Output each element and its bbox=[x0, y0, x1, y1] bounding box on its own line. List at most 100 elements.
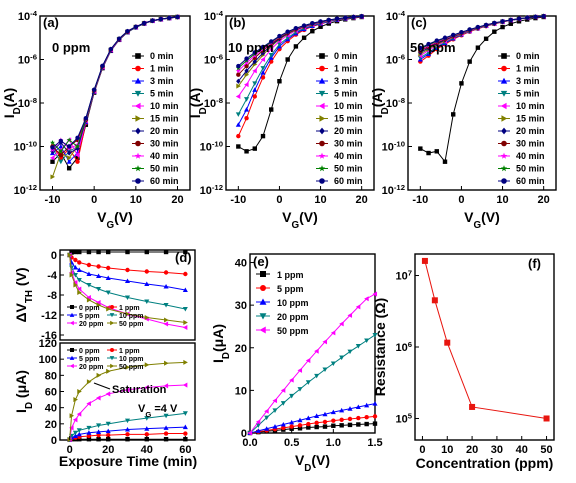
panel-b-legend-marker-8 bbox=[318, 152, 326, 159]
panel-c-ylabel: ID(A) bbox=[369, 88, 391, 118]
panel-d-bottom-point-5-9 bbox=[164, 360, 169, 366]
panel-b-ytick-label-3: 10-6 bbox=[204, 52, 223, 67]
panel-e-point-4-4 bbox=[280, 387, 286, 393]
panel-a-xtick-label-1: 0 bbox=[91, 194, 97, 206]
panel-d-top-legend-marker-4 bbox=[69, 320, 74, 326]
panel-e-plot-frame bbox=[249, 253, 376, 434]
panel-d-top-legend-label-2: 5 ppm bbox=[79, 313, 100, 320]
panel-a-point-10-4 bbox=[83, 116, 89, 121]
panel-d-top-point-5-7 bbox=[125, 311, 131, 317]
panel-a-point-10-8 bbox=[116, 36, 122, 41]
panel-b-xtick-label-0: -10 bbox=[230, 194, 246, 206]
panel-e-point-3-12 bbox=[347, 349, 353, 355]
panel-a-xtick-label-0: -10 bbox=[45, 194, 61, 206]
panel-a-point-4-3 bbox=[74, 152, 80, 158]
panel-b-point-1-2 bbox=[252, 94, 257, 99]
panel-e-point-2-4 bbox=[280, 421, 286, 427]
panel-d-bottom-point-4-4 bbox=[86, 401, 91, 407]
panel-d-bottom-point-2-9 bbox=[163, 425, 169, 430]
panel-d-bottom-point-4-7 bbox=[124, 387, 130, 393]
panel-d-annotation-saturation: Saturation bbox=[112, 384, 167, 396]
panel-c-ytick-label-0: 10-12 bbox=[382, 183, 405, 198]
panel-a-ytick-label-0: 10-12 bbox=[14, 183, 37, 198]
panel-d-bottom-point-5-5 bbox=[96, 372, 102, 378]
panel-b-point-0-5 bbox=[277, 79, 282, 84]
panel-e-point-4-6 bbox=[297, 367, 303, 373]
panel-a-legend-label-10: 60 min bbox=[150, 176, 179, 186]
panel-e-point-3-14 bbox=[364, 338, 370, 344]
panel-b-legend-marker-6 bbox=[319, 127, 325, 135]
panel-b-legend-marker-2 bbox=[318, 77, 326, 84]
panel-d-top-point-0-4 bbox=[86, 249, 92, 255]
panel-a-point-2-1 bbox=[58, 143, 64, 149]
panel-a-ytick-label-4: 10-4 bbox=[18, 9, 38, 24]
panel-d-bottom-point-4-8 bbox=[144, 384, 149, 390]
panel-a-legend-marker-4 bbox=[134, 102, 141, 110]
panel-e-point-3-3 bbox=[272, 408, 278, 413]
panel-b-point-10-2 bbox=[252, 50, 257, 55]
panel-b-point-7-0 bbox=[236, 72, 241, 77]
panel-d-top-point-3-10 bbox=[182, 306, 188, 312]
panel-b-ytick-label-1: 10-10 bbox=[200, 139, 223, 154]
panel-d-xtick-label-3: 60 bbox=[179, 444, 191, 456]
panel-c-point-0-6 bbox=[467, 59, 472, 64]
panel-d-top-point-0-8 bbox=[144, 249, 149, 255]
panel-d-bottom-point-5-2 bbox=[73, 397, 78, 403]
panel-d-top-point-2-5 bbox=[96, 273, 102, 279]
panel-c-point-10-7 bbox=[475, 24, 481, 30]
panel-e-point-2-8 bbox=[314, 413, 320, 418]
panel-c-point-0-9 bbox=[492, 29, 497, 34]
panel-c-point-10-9 bbox=[492, 20, 497, 26]
panel-b-point-0-7 bbox=[293, 44, 299, 49]
panel-a-legend-label-8: 40 min bbox=[150, 151, 179, 161]
panel-d-top-legend-label-5: 50 ppm bbox=[119, 321, 144, 328]
panel-a-legend-marker-2 bbox=[134, 77, 142, 84]
panel-a-point-10-5 bbox=[91, 87, 97, 92]
panel-a-legend-label-3: 5 min bbox=[150, 89, 174, 99]
panel-a-point-1-3 bbox=[75, 159, 80, 164]
panel-e-point-1-14 bbox=[364, 415, 369, 420]
panel-e-point-0-14 bbox=[364, 421, 369, 427]
panel-b-xtick-label-2: 10 bbox=[314, 194, 326, 206]
panel-d-top-point-0-2 bbox=[73, 249, 78, 255]
panel-d-bottom-point-1-10 bbox=[183, 431, 188, 436]
panel-d-xtick-label-0: 0 bbox=[67, 444, 73, 456]
panel-a-point-10-12 bbox=[150, 18, 155, 23]
panel-b-legend-label-6: 20 min bbox=[334, 126, 363, 136]
panel-e-point-4-11 bbox=[339, 321, 344, 327]
panel-a-ytick-label-3: 10-6 bbox=[18, 52, 37, 67]
panel-d-top-point-5-10 bbox=[183, 319, 188, 326]
panel-b-point-0-10 bbox=[318, 24, 323, 29]
panel-e-point-2-13 bbox=[355, 404, 361, 410]
panel-d-bottom-point-3-5 bbox=[96, 423, 102, 428]
panel-d-top-point-2-8 bbox=[144, 281, 150, 287]
panel-a-xtick-label-3: 20 bbox=[171, 194, 183, 206]
panel-e-point-1-5 bbox=[289, 424, 294, 429]
panel-b-point-2-2 bbox=[252, 87, 258, 92]
panel-c-point-0-1 bbox=[426, 150, 431, 156]
panel-f-xtick-label-3: 30 bbox=[491, 444, 503, 456]
panel-a-point-7-1 bbox=[58, 152, 64, 158]
panel-d-bottom-point-0-3 bbox=[77, 436, 82, 442]
panel-b-point-2-1 bbox=[244, 107, 250, 112]
panel-e-point-3-8 bbox=[314, 373, 320, 379]
panel-e-point-0-9 bbox=[322, 424, 328, 429]
panel-e-point-4-10 bbox=[330, 330, 336, 336]
panel-c-point-0-4 bbox=[451, 112, 456, 117]
panel-a-legend-marker-7 bbox=[135, 140, 141, 147]
panel-e-point-3-10 bbox=[330, 361, 336, 367]
panel-d-bottom-point-0-5 bbox=[96, 436, 101, 442]
panel-d-bottom-legend-label-1: 1 ppm bbox=[119, 348, 140, 355]
panel-a-point-10-6 bbox=[100, 63, 105, 69]
panel-b-point-3-3 bbox=[260, 66, 266, 71]
panel-a-point-3-1 bbox=[58, 159, 64, 165]
panel-d-top-point-4-10 bbox=[182, 324, 188, 331]
panel-c-point-10-12 bbox=[516, 16, 522, 21]
panel-c-legend-label-4: 10 min bbox=[516, 101, 545, 111]
panel-d-annotation-vg: VG =4 V bbox=[138, 403, 178, 419]
panel-d-xlabel: Exposure Time (min) bbox=[59, 453, 197, 469]
panel-c-point-10-13 bbox=[525, 15, 530, 20]
panel-e-point-4-15 bbox=[372, 291, 378, 297]
panel-b-point-8-2 bbox=[252, 53, 258, 58]
panel-d-top-legend-label-3: 10 ppm bbox=[119, 313, 144, 320]
